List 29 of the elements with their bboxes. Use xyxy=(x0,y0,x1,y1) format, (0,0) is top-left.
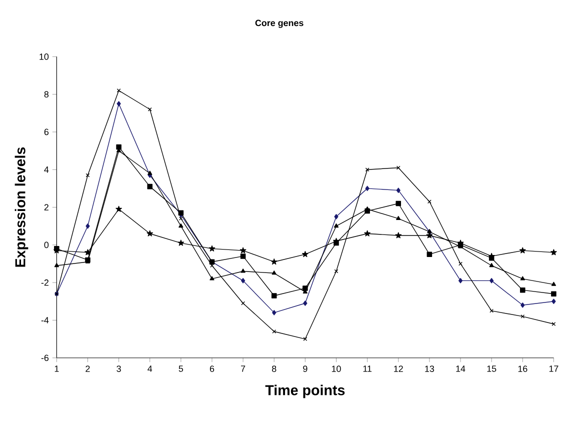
y-tick-label: 0 xyxy=(44,242,49,248)
x-tick-label: 16 xyxy=(518,365,528,372)
x-tick-label: 12 xyxy=(394,365,403,372)
x-tick-label: 17 xyxy=(549,365,558,372)
x-tick-label: 2 xyxy=(86,365,90,372)
y-tick-label: -4 xyxy=(41,316,49,324)
y-axis-title: Expression levels xyxy=(14,147,28,267)
x-tick-label: 11 xyxy=(363,365,372,372)
x-axis-title: Time points xyxy=(265,384,345,398)
chart-title: Core genes xyxy=(255,20,304,28)
x-tick-label: 14 xyxy=(456,365,466,372)
y-tick-label: 2 xyxy=(44,204,48,210)
x-tick-label: 1 xyxy=(54,365,59,372)
y-tick-label: 4 xyxy=(44,166,49,172)
x-tick-label: 15 xyxy=(487,365,496,372)
x-tick-label: 7 xyxy=(241,365,246,372)
y-tick-label: -6 xyxy=(41,354,49,361)
x-tick-label: 13 xyxy=(425,365,434,372)
x-tick-label: 6 xyxy=(210,365,214,372)
y-tick-label: -2 xyxy=(41,279,48,286)
x-tick-label: 5 xyxy=(178,365,184,372)
x-tick-label: 3 xyxy=(116,365,121,372)
x-tick-label: 10 xyxy=(332,365,341,372)
x-tick-label: 4 xyxy=(148,365,152,372)
x-tick-label: 9 xyxy=(303,365,308,372)
y-tick-label: 6 xyxy=(44,128,49,135)
y-tick-label: 8 xyxy=(44,90,49,98)
y-tick-label: 10 xyxy=(40,53,49,60)
x-tick-label: 8 xyxy=(272,365,276,372)
